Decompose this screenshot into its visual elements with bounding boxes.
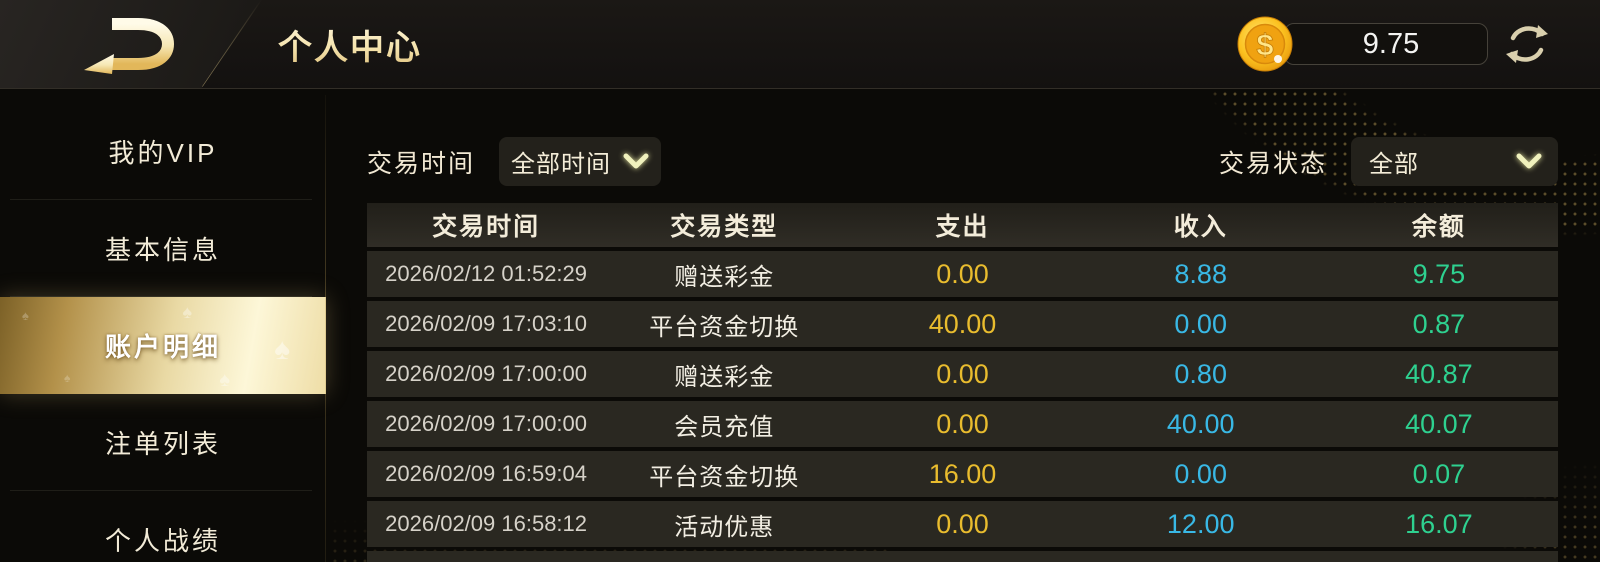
cell-income: 8.88 [1174, 258, 1227, 289]
time-filter-value: 全部时间 [511, 151, 612, 178]
cell-income: 12.00 [1166, 508, 1235, 539]
sidebar-item[interactable]: 个人战绩 [0, 491, 326, 562]
transactions-table: 交易时间 交易类型 支出 收入 余额 2026/02/12 01:52:29 赠… [367, 203, 1558, 562]
cell-transaction-time: 2026/02/09 17:03:10 [385, 311, 588, 336]
spade-decor-icon [274, 335, 290, 365]
table-column-header: 支出 [935, 213, 990, 241]
cell-expense: 40.00 [928, 308, 997, 339]
sidebar-item-label: 注单列表 [104, 429, 221, 459]
cell-income: 0.00 [1174, 458, 1227, 489]
table-column-header: 交易类型 [670, 213, 779, 241]
time-filter-group: 交易时间 全部时间 [367, 137, 662, 186]
clipped-next-row [367, 551, 1558, 562]
status-filter-dropdown[interactable]: 全部 [1351, 137, 1558, 186]
balance-display: 9.75 [1284, 23, 1488, 65]
table-column-header: 交易时间 [432, 213, 541, 241]
spade-decor-icon [183, 303, 193, 321]
refresh-button[interactable] [1502, 19, 1552, 69]
logo-panel [0, 0, 262, 88]
cell-transaction-type: 活动优惠 [674, 513, 775, 541]
sidebar-item-label: 基本信息 [104, 235, 221, 265]
cell-income: 0.80 [1174, 358, 1227, 389]
cell-transaction-type: 平台资金切换 [649, 313, 800, 341]
status-filter-value: 全部 [1369, 151, 1419, 178]
cell-transaction-type: 赠送彩金 [674, 263, 775, 291]
chevron-down-icon [1516, 153, 1542, 169]
cell-balance: 9.75 [1412, 258, 1466, 289]
spade-decor-icon [219, 370, 230, 390]
status-filter-group: 交易状态 全部 [1219, 137, 1558, 186]
cell-balance: 0.87 [1412, 308, 1466, 339]
sidebar-item-label: 我的VIP [108, 138, 218, 168]
spade-decor-icon [64, 372, 70, 384]
cell-expense: 16.00 [928, 458, 997, 489]
gold-coin-icon: $ [1237, 16, 1293, 72]
sidebar-item[interactable]: 注单列表 [0, 394, 326, 491]
brand-d-arrow-logo-icon [84, 18, 175, 74]
cell-balance: 40.07 [1405, 408, 1473, 439]
cell-transaction-time: 2026/02/12 01:52:29 [385, 261, 588, 286]
transaction-row: 2026/02/09 17:00:00 赠送彩金 0.00 0.80 40.87 [367, 351, 1558, 397]
cell-expense: 0.00 [936, 408, 989, 439]
transaction-row: 2026/02/09 16:58:12 活动优惠 0.00 12.00 16.0… [367, 501, 1558, 547]
transaction-row: 2026/02/12 01:52:29 赠送彩金 0.00 8.88 9.75 [367, 251, 1558, 297]
sidebar-item[interactable]: 基本信息 [0, 200, 326, 297]
status-filter-label: 交易状态 [1218, 149, 1327, 178]
spade-decor-icon [22, 309, 29, 322]
sidebar-item[interactable]: 我的VIP [0, 103, 326, 200]
sidebar-item-label: 账户明细 [104, 332, 221, 362]
sidebar: 我的VIP 基本信息 账户明细 [0, 89, 326, 562]
cell-expense: 0.00 [936, 358, 989, 389]
cell-balance: 0.07 [1412, 458, 1466, 489]
cell-income: 40.00 [1166, 408, 1235, 439]
transaction-row: 2026/02/09 17:03:10 平台资金切换 40.00 0.00 0.… [367, 301, 1558, 347]
cell-transaction-time: 2026/02/09 17:00:00 [385, 361, 588, 386]
table-column-header: 收入 [1173, 213, 1228, 241]
cell-transaction-time: 2026/02/09 16:59:04 [385, 461, 588, 486]
refresh-icon [1506, 25, 1548, 63]
svg-text:$: $ [1256, 27, 1273, 62]
sidebar-item-label: 个人战绩 [104, 526, 221, 556]
cell-transaction-time: 2026/02/09 16:58:12 [385, 511, 588, 536]
cell-expense: 0.00 [936, 508, 989, 539]
cell-transaction-type: 会员充值 [674, 413, 775, 441]
table-header-row: 交易时间 交易类型 支出 收入 余额 [367, 203, 1558, 247]
balance-value: 9.75 [1362, 27, 1420, 60]
cell-income: 0.00 [1174, 308, 1227, 339]
transaction-row: 2026/02/09 16:59:04 平台资金切换 16.00 0.00 0.… [367, 451, 1558, 497]
transaction-row: 2026/02/09 17:00:00 会员充值 0.00 40.00 40.0… [367, 401, 1558, 447]
cell-expense: 0.00 [936, 258, 989, 289]
cell-transaction-type: 平台资金切换 [649, 463, 800, 491]
filter-bar: 交易时间 全部时间 交易状态 全部 [367, 137, 1558, 186]
balance-group: $ 9.75 [1236, 0, 1552, 88]
time-filter-dropdown[interactable]: 全部时间 [499, 137, 662, 186]
cell-transaction-time: 2026/02/09 17:00:00 [385, 411, 588, 436]
panel-diagonal-edge [202, 0, 262, 88]
time-filter-label: 交易时间 [367, 149, 476, 178]
table-column-header: 余额 [1411, 213, 1466, 241]
page-title: 个人中心 [278, 0, 422, 88]
chevron-down-icon [623, 153, 649, 169]
top-bar: 个人中心 $ 9.75 [0, 0, 1600, 89]
sidebar-item[interactable]: 账户明细 [0, 297, 326, 394]
cell-transaction-type: 赠送彩金 [674, 363, 775, 391]
cell-balance: 16.07 [1405, 508, 1473, 539]
cell-balance: 40.87 [1405, 358, 1473, 389]
